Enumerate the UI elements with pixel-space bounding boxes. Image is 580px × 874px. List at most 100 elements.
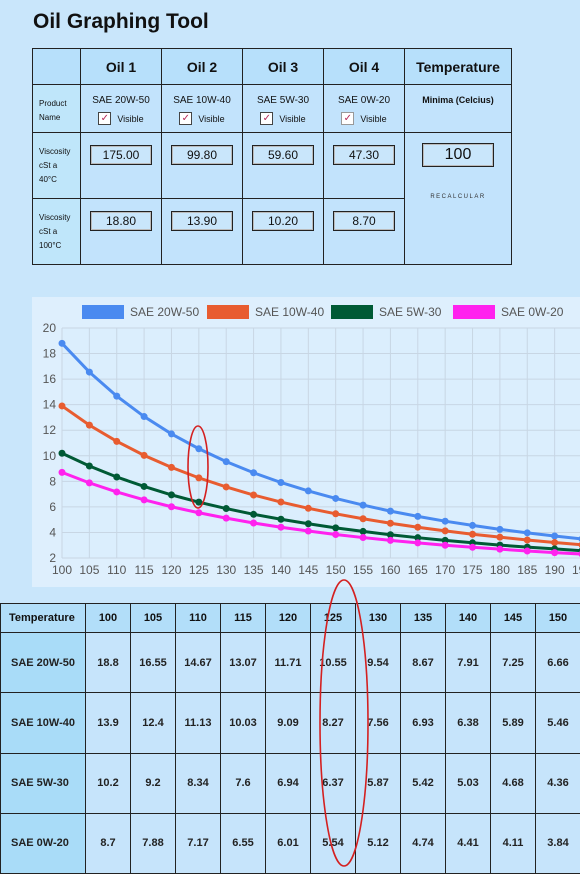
visible-checkbox-oil-4[interactable]: ✓ <box>341 112 355 125</box>
data-point[interactable] <box>304 520 312 528</box>
data-point[interactable] <box>195 509 203 517</box>
data-point[interactable] <box>167 503 175 511</box>
data-point[interactable] <box>113 392 121 400</box>
y-tick-label: 8 <box>49 474 56 488</box>
data-point[interactable] <box>85 368 93 376</box>
data-point[interactable] <box>277 478 285 486</box>
viscosity-100-input-oil-3[interactable] <box>252 211 314 231</box>
legend-item-3[interactable]: SAE 5W-30 <box>331 305 442 319</box>
data-point[interactable] <box>140 413 148 421</box>
data-point[interactable] <box>304 527 312 535</box>
data-point[interactable] <box>359 534 367 542</box>
data-point[interactable] <box>523 536 531 544</box>
data-point[interactable] <box>250 519 258 527</box>
data-point[interactable] <box>140 482 148 490</box>
data-point[interactable] <box>523 547 531 555</box>
data-point[interactable] <box>250 469 258 477</box>
data-point[interactable] <box>359 515 367 523</box>
data-point[interactable] <box>551 539 559 547</box>
viscosity-40-input-oil-2[interactable] <box>171 145 233 165</box>
legend-item-2[interactable]: SAE 10W-40 <box>207 305 324 319</box>
data-point[interactable] <box>85 421 93 429</box>
data-point[interactable] <box>58 468 66 476</box>
data-point[interactable] <box>222 505 230 513</box>
visible-checkbox-oil-3[interactable]: ✓ <box>260 112 274 125</box>
viscosity-100-input-oil-2[interactable] <box>171 211 233 231</box>
data-point[interactable] <box>277 498 285 506</box>
data-point[interactable] <box>85 479 93 487</box>
data-point[interactable] <box>167 463 175 471</box>
data-point[interactable] <box>195 498 203 506</box>
temperature-label-cell: Minima (Celcius) <box>404 84 512 133</box>
data-point[interactable] <box>386 507 394 515</box>
data-point[interactable] <box>359 501 367 509</box>
table-row: SAE 20W-50 18.8 16.55 14.67 13.07 11.71 10.55 9… <box>0 631 580 694</box>
data-point[interactable] <box>359 527 367 535</box>
oil-input-table: Oil 1 Oil 2 Oil 3 Oil 4 Temperature Prod… <box>32 48 512 265</box>
data-point[interactable] <box>469 521 477 529</box>
data-point[interactable] <box>113 437 121 445</box>
data-point[interactable] <box>386 531 394 539</box>
legend-item-4[interactable]: SAE 0W-20 <box>453 305 564 319</box>
recalculate-button[interactable]: RECALCULAR <box>424 193 491 201</box>
data-point[interactable] <box>140 451 148 459</box>
data-point[interactable] <box>113 488 121 496</box>
data-point[interactable] <box>551 532 559 540</box>
data-point[interactable] <box>58 402 66 410</box>
data-point[interactable] <box>332 530 340 538</box>
data-point[interactable] <box>441 517 449 525</box>
viscosity-100-input-oil-4[interactable] <box>333 211 395 231</box>
data-point[interactable] <box>414 523 422 531</box>
data-point[interactable] <box>113 473 121 481</box>
data-point[interactable] <box>304 487 312 495</box>
data-point[interactable] <box>469 543 477 551</box>
data-point[interactable] <box>332 494 340 502</box>
data-point[interactable] <box>167 491 175 499</box>
data-point[interactable] <box>277 523 285 531</box>
data-point[interactable] <box>414 539 422 547</box>
data-point[interactable] <box>332 510 340 518</box>
data-point[interactable] <box>386 536 394 544</box>
data-point[interactable] <box>167 430 175 438</box>
data-point[interactable] <box>523 529 531 537</box>
data-point[interactable] <box>222 483 230 491</box>
data-point[interactable] <box>222 458 230 466</box>
product-name: SAE 0W-20 <box>337 95 391 106</box>
data-point[interactable] <box>195 445 203 453</box>
minima-label: Minima (Celcius) <box>422 95 494 105</box>
data-point[interactable] <box>496 533 504 541</box>
visible-checkbox-oil-2[interactable]: ✓ <box>179 112 193 125</box>
data-point[interactable] <box>304 504 312 512</box>
data-point[interactable] <box>386 519 394 527</box>
data-point[interactable] <box>469 530 477 538</box>
data-point[interactable] <box>414 512 422 520</box>
data-point[interactable] <box>551 549 559 557</box>
viscosity-40-input-oil-1[interactable] <box>90 145 152 165</box>
legend-item-1[interactable]: SAE 20W-50 <box>82 305 199 319</box>
min-temperature-input[interactable] <box>422 143 494 167</box>
data-point[interactable] <box>496 545 504 553</box>
data-point[interactable] <box>250 510 258 518</box>
data-point[interactable] <box>58 339 66 347</box>
data-point[interactable] <box>441 541 449 549</box>
data-point[interactable] <box>85 462 93 470</box>
data-point[interactable] <box>195 474 203 482</box>
data-point[interactable] <box>140 496 148 504</box>
data-point[interactable] <box>277 515 285 523</box>
viscosity-40-input-oil-4[interactable] <box>333 145 395 165</box>
viscosity-cell: 8.7 <box>85 812 131 874</box>
data-point[interactable] <box>250 491 258 499</box>
viscosity-100-input-oil-1[interactable] <box>90 211 152 231</box>
data-point[interactable] <box>441 527 449 535</box>
viscosity-cell: 7.88 <box>130 812 176 874</box>
data-point[interactable] <box>332 524 340 532</box>
data-point[interactable] <box>414 534 422 542</box>
data-point[interactable] <box>441 536 449 544</box>
x-tick-label: 125 <box>189 563 209 577</box>
viscosity-40-input-oil-3[interactable] <box>252 145 314 165</box>
data-point[interactable] <box>58 449 66 457</box>
viscosity-cell: 8.27 <box>310 692 356 754</box>
data-point[interactable] <box>222 514 230 522</box>
visible-checkbox-oil-1[interactable]: ✓ <box>98 112 112 125</box>
data-point[interactable] <box>496 525 504 533</box>
